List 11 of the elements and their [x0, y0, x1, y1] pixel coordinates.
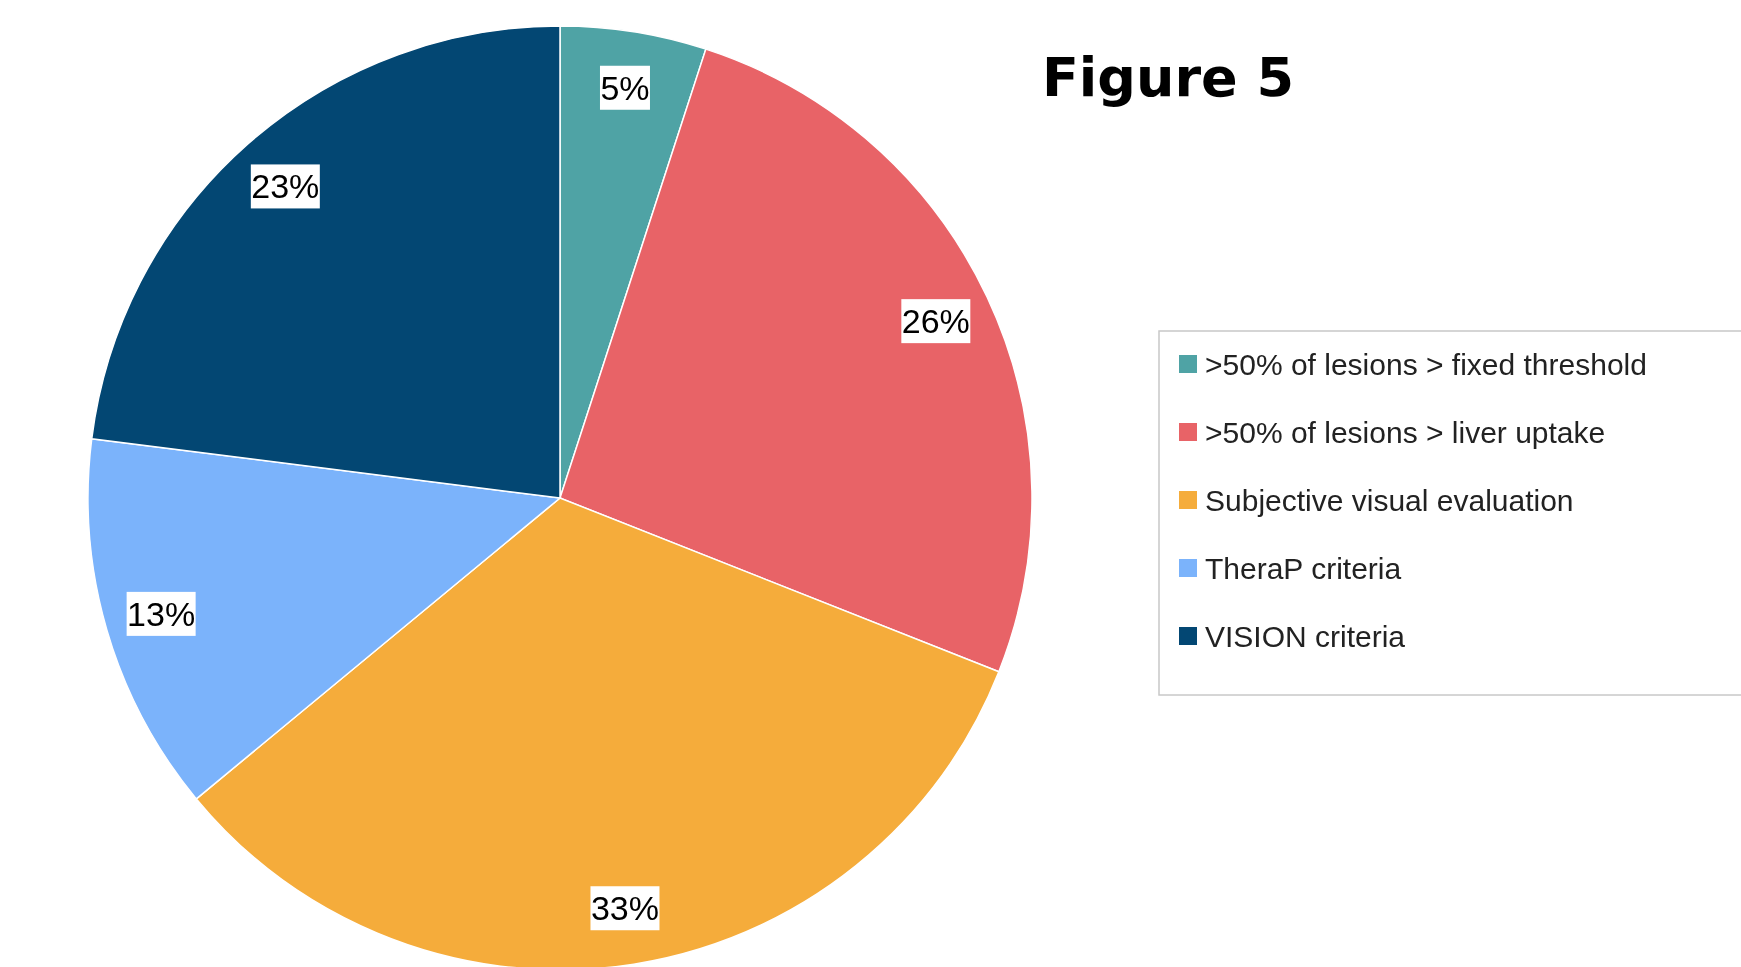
legend-label: VISION criteria [1205, 619, 1406, 653]
data-label: 13% [127, 594, 196, 633]
legend-label: Subjective visual evaluation [1205, 483, 1574, 517]
legend-label: >50% of lesions > liver uptake [1205, 415, 1606, 449]
chart-title: Figure 5 [1041, 45, 1295, 109]
data-label: 26% [901, 302, 970, 341]
data-label: 5% [600, 68, 650, 107]
data-label: 23% [251, 167, 320, 206]
data-label: 33% [590, 889, 660, 928]
legend-label: >50% of lesions > fixed threshold [1205, 347, 1647, 381]
legend-label: TheraP criteria [1205, 551, 1402, 585]
